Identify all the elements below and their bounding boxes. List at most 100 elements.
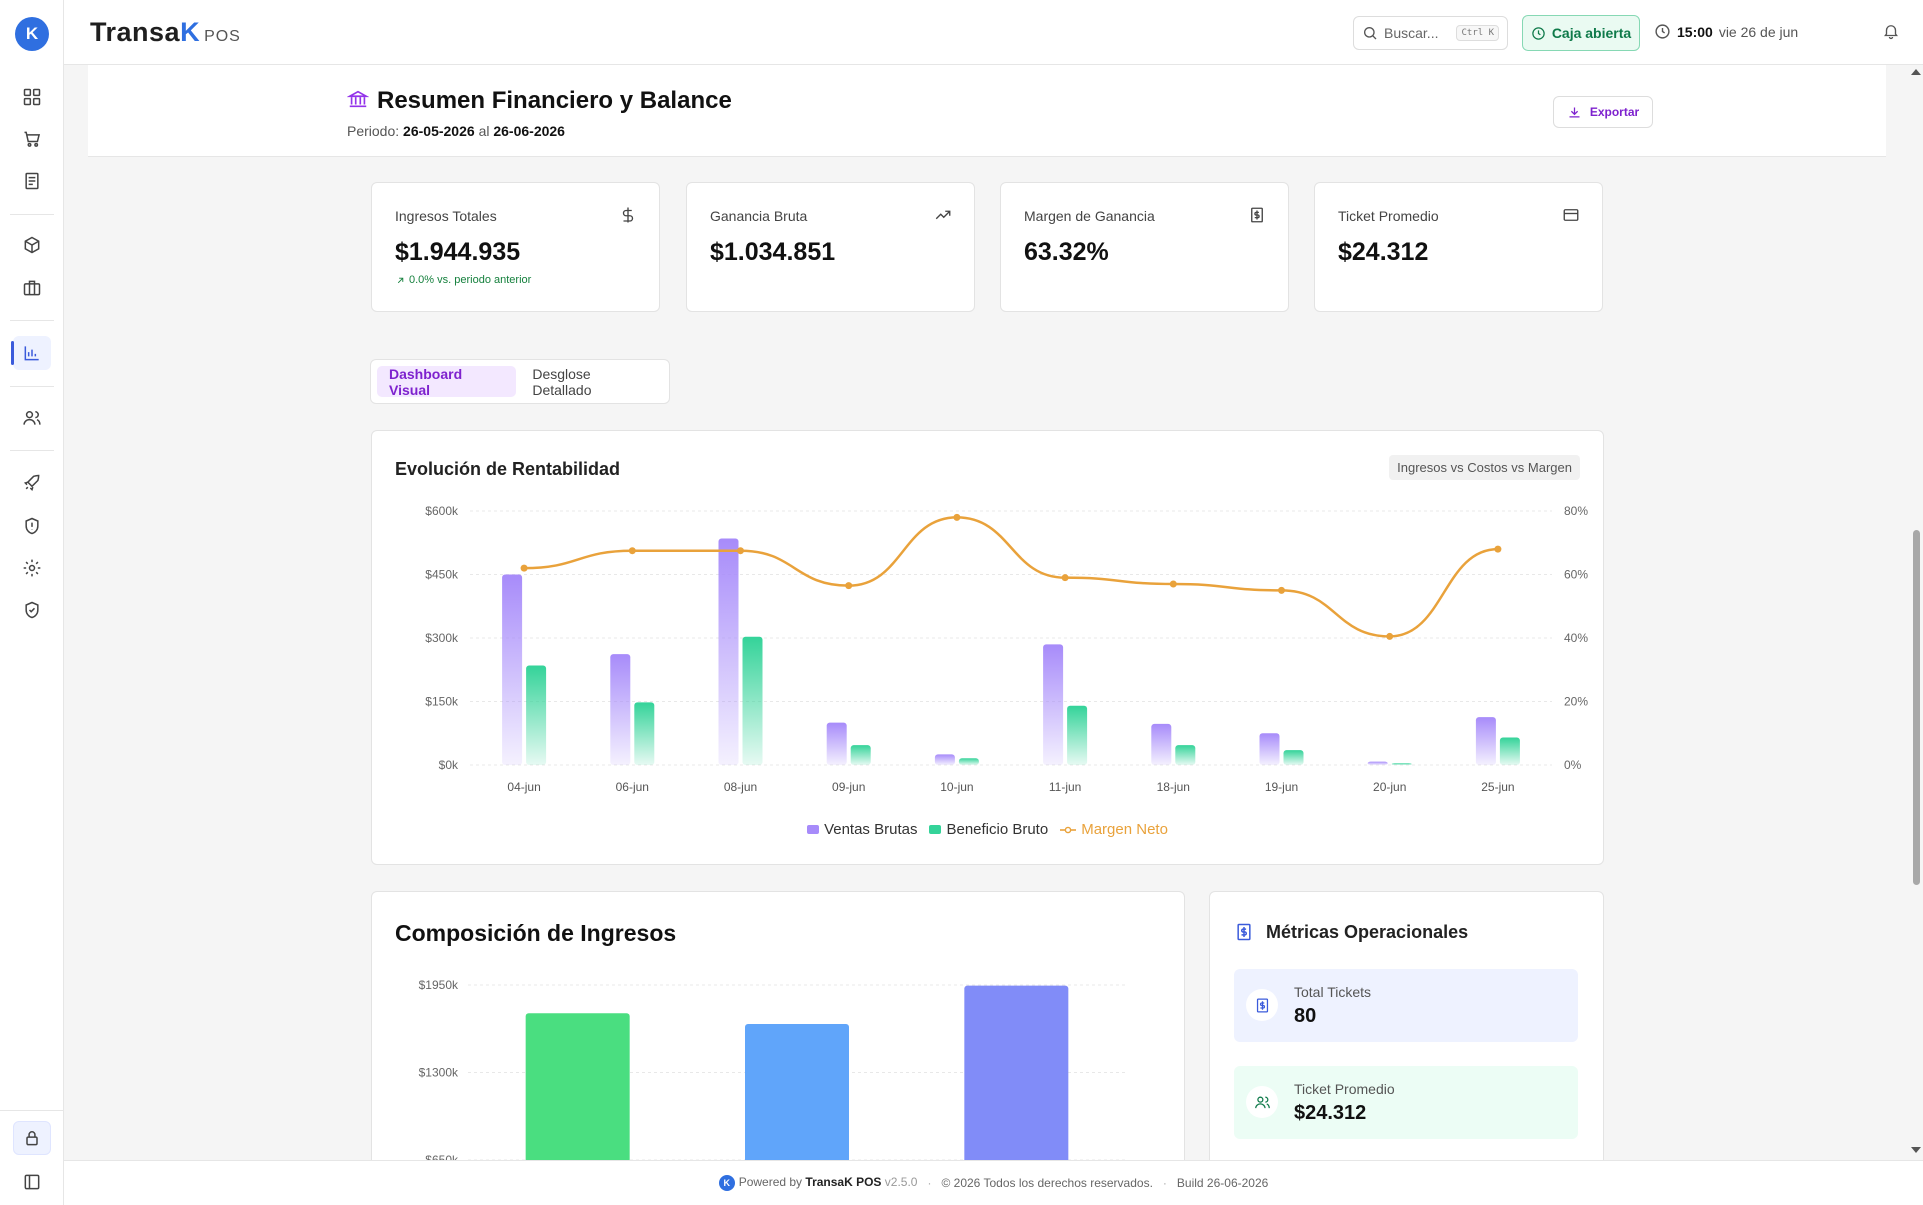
legend-ventas[interactable]: Ventas Brutas (807, 821, 917, 838)
point-margen (628, 547, 636, 555)
profitability-chart: $0k $150k $300k $450k $600k 0% 20% 40% 60% 80% 04-… (425, 504, 1588, 794)
kpi-label: Ingresos Totales (395, 208, 497, 224)
scroll-down-arrow[interactable] (1911, 1147, 1921, 1153)
footer-powered: K Powered by TransaK POS v2.5.0 (718, 1175, 917, 1191)
bar-beneficio (1499, 737, 1520, 765)
shield-alert-icon[interactable] (13, 509, 51, 543)
x-tick-label: 25-jun (1481, 780, 1514, 794)
bar-beneficio (634, 702, 655, 765)
bar-ventas (1043, 644, 1064, 765)
profitability-chart-card: Evolución de Rentabilidad Ingresos vs Co… (371, 430, 1604, 865)
y-tick-label: $650k (425, 1153, 459, 1160)
kpi-value: 63.32% (1024, 238, 1109, 266)
bank-icon (346, 88, 370, 110)
box-icon[interactable] (13, 228, 51, 262)
kpi-label: Margen de Ganancia (1024, 208, 1155, 224)
ops-metrics-card: Métricas Operacionales Total Tickets 80 … (1209, 891, 1604, 1160)
point-margen (1169, 580, 1177, 588)
bar-beneficio (742, 636, 763, 765)
dashboard-icon[interactable] (13, 80, 51, 114)
y-left-tick-label: $300k (425, 631, 459, 645)
shield-check-icon[interactable] (13, 593, 51, 627)
current-time: 15:00 (1677, 23, 1713, 40)
clock-display: 15:00 vie 26 de jun (1654, 23, 1798, 40)
scroll-up-arrow[interactable] (1911, 69, 1921, 75)
bar-beneficio (958, 758, 979, 765)
bar-ventas (934, 754, 955, 765)
composition-chart: $650k $1300k $1950k (419, 978, 1126, 1160)
receipt-dollar-icon (1248, 206, 1266, 229)
search-input[interactable]: Buscar... Ctrl K (1353, 16, 1508, 50)
x-tick-label: 18-jun (1157, 780, 1190, 794)
footer-copyright: © 2026 Todos los derechos reservados. (941, 1176, 1153, 1190)
y-left-tick-label: $600k (425, 504, 459, 518)
chart-legend: Ventas Brutas Beneficio Bruto Margen Net… (372, 821, 1603, 838)
chart-badge: Ingresos vs Costos vs Margen (1389, 455, 1580, 480)
point-margen (953, 513, 961, 521)
bar-beneficio (1283, 750, 1304, 765)
bar-ventas (610, 654, 631, 765)
search-icon (1364, 27, 1377, 40)
y-tick-label: $1300k (419, 1066, 459, 1080)
clock-icon (1655, 24, 1670, 39)
y-left-tick-label: $450k (425, 568, 459, 582)
y-left-tick-label: $150k (425, 695, 459, 709)
y-left-tick-label: $0k (439, 758, 459, 772)
x-tick-label: 10-jun (940, 780, 973, 794)
kpi-card-ganancia: Ganancia Bruta $1.034.851 (686, 182, 975, 312)
main-content: Resumen Financiero y Balance Periodo: 26… (64, 65, 1909, 1160)
legend-margen[interactable]: Margen Neto (1060, 821, 1168, 838)
page-header: Resumen Financiero y Balance Periodo: 26… (88, 65, 1886, 157)
bar-composition (745, 1024, 849, 1160)
export-button[interactable]: Exportar (1553, 96, 1653, 128)
panel-toggle-icon[interactable] (13, 1165, 51, 1199)
y-right-tick-label: 60% (1564, 568, 1588, 582)
search-shortcut: Ctrl K (1456, 25, 1499, 41)
bar-chart-icon[interactable] (11, 336, 51, 370)
dollar-icon (619, 206, 637, 229)
tab-dashboard-visual[interactable]: Dashboard Visual (377, 366, 517, 398)
y-right-tick-label: 20% (1564, 695, 1588, 709)
users-icon (1246, 1086, 1278, 1118)
bar-beneficio (850, 745, 871, 765)
footer-build: Build 26-06-2026 (1176, 1176, 1269, 1190)
page-title: Resumen Financiero y Balance (377, 87, 732, 114)
gear-icon[interactable] (13, 551, 51, 585)
bar-composition (525, 1013, 630, 1160)
register-status-button[interactable]: Caja abierta (1522, 15, 1640, 51)
download-icon (1569, 107, 1580, 117)
bell-icon[interactable] (1882, 22, 1902, 42)
x-tick-label: 20-jun (1373, 780, 1406, 794)
lock-icon[interactable] (13, 1121, 51, 1155)
kpi-card-margen: Margen de Ganancia 63.32% (1000, 182, 1289, 312)
footer-logo: K (718, 1175, 735, 1191)
scrollbar-thumb[interactable] (1913, 530, 1920, 885)
metric-value: 80 (1294, 1005, 1317, 1027)
kpi-card-ingresos: Ingresos Totales $1.944.935 0.0% vs. per… (371, 182, 660, 312)
rocket-icon[interactable] (13, 466, 51, 500)
brand-logo[interactable]: TransaK POS (90, 17, 241, 47)
kpi-card-ticket: Ticket Promedio $24.312 (1314, 182, 1603, 312)
briefcase-icon[interactable] (13, 271, 51, 305)
tab-desglose-detallado[interactable]: Desglose Detallado (532, 365, 592, 398)
bar-beneficio (526, 665, 547, 765)
cart-icon[interactable] (13, 122, 51, 156)
view-tabs: Dashboard Visual Desglose Detallado (370, 359, 670, 404)
x-tick-label: 04-jun (507, 780, 540, 794)
metric-label: Ticket Promedio (1294, 1081, 1395, 1097)
point-margen (1386, 632, 1394, 640)
bar-ventas (826, 722, 847, 765)
receipt-dollar-icon (1246, 989, 1278, 1021)
app-logo[interactable]: K (15, 17, 49, 51)
users-icon[interactable] (13, 401, 51, 435)
x-tick-label: 19-jun (1265, 780, 1298, 794)
point-margen (737, 547, 744, 555)
kpi-label: Ticket Promedio (1338, 208, 1439, 224)
bar-ventas (718, 538, 739, 765)
sidebar: K (0, 0, 64, 1205)
metric-ticket-promedio: Ticket Promedio $24.312 (1234, 1066, 1578, 1139)
receipt-icon[interactable] (13, 164, 51, 198)
legend-beneficio[interactable]: Beneficio Bruto (929, 821, 1048, 838)
x-tick-label: 08-jun (724, 780, 757, 794)
bar-beneficio (1391, 763, 1412, 765)
